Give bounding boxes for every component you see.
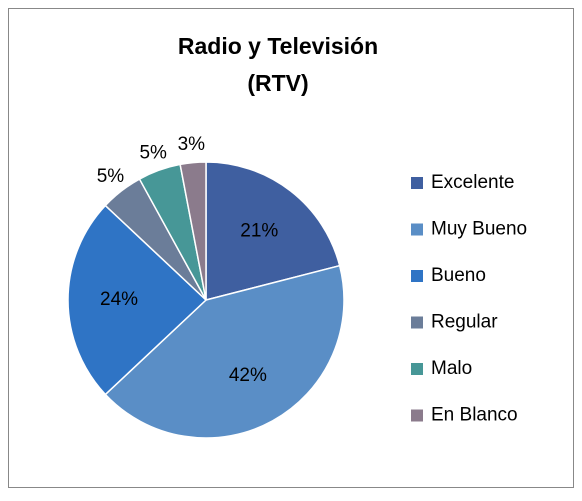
pie-slice xyxy=(104,264,345,439)
data-label: 5% xyxy=(97,166,125,187)
legend-label: Bueno xyxy=(431,265,486,286)
chart-title: (RTV) xyxy=(247,70,308,96)
legend-swatch xyxy=(411,223,423,236)
legend-label: Regular xyxy=(431,312,498,333)
legend-swatch xyxy=(411,316,423,329)
data-label: 3% xyxy=(178,134,206,155)
data-label: 21% xyxy=(240,220,278,241)
data-label: 24% xyxy=(100,289,138,310)
legend-label: Excelente xyxy=(431,172,514,193)
data-label: 42% xyxy=(229,365,267,386)
chart-title: Radio y Televisión xyxy=(178,33,378,59)
pie-slice xyxy=(67,204,208,396)
legend-swatch xyxy=(411,177,423,189)
pie-slice xyxy=(179,161,207,301)
legend-swatch xyxy=(411,409,423,422)
legend-label: En Blanco xyxy=(431,405,518,426)
legend-swatch xyxy=(411,363,423,375)
data-label: 5% xyxy=(139,142,167,163)
legend-label: Malo xyxy=(431,358,472,379)
pie-slice xyxy=(205,161,341,301)
legend-label: Muy Bueno xyxy=(431,219,527,240)
legend-swatch xyxy=(411,270,423,282)
